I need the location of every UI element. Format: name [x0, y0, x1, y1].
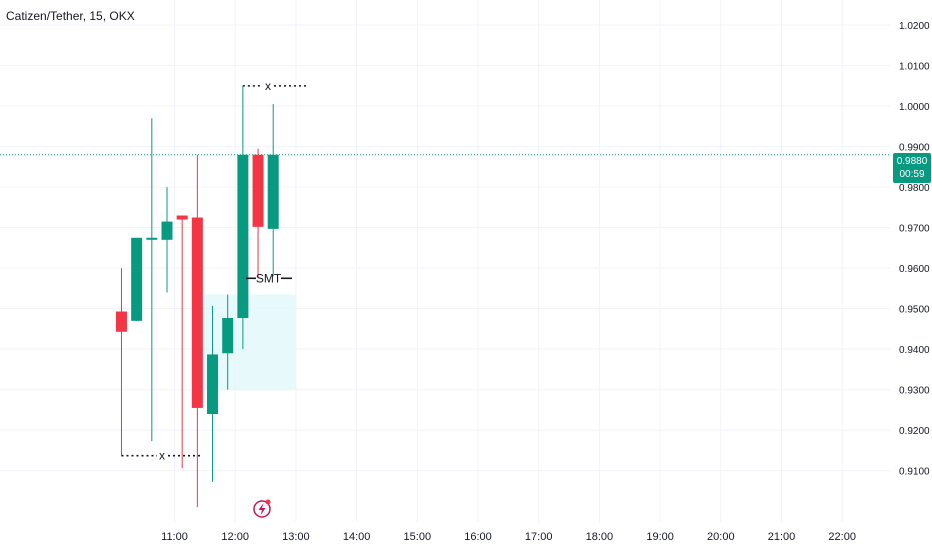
price-tick-label: 1.0000	[899, 102, 930, 113]
last-price-badge: 0.9880 00:59	[893, 153, 931, 183]
last-price-value: 0.9880	[896, 156, 928, 167]
price-tick-label: 0.9200	[899, 426, 930, 437]
candle-body	[207, 354, 219, 414]
fvg-zone-rect	[204, 294, 296, 390]
candle-body	[131, 237, 143, 321]
time-tick-label: 22:00	[828, 531, 856, 543]
level-label-x-top: x	[265, 79, 271, 93]
candle-body	[161, 221, 173, 240]
price-tick-label: 0.9500	[899, 305, 930, 316]
time-axis[interactable]: 11:00 12:00 13:00 14:00 15:00 16:00 17:00 18:00…	[161, 531, 856, 543]
time-tick-label: 21:00	[768, 531, 796, 543]
candle-body	[252, 154, 264, 227]
time-tick-label: 14:00	[343, 531, 371, 543]
candle-body	[237, 154, 249, 318]
price-tick-label: 0.9400	[899, 345, 930, 356]
price-axis[interactable]: 0.9100 0.9200 0.9300 0.9400 0.9500 0.9600 0.97…	[899, 21, 930, 478]
price-tick-label: 0.9700	[899, 224, 930, 235]
time-tick-label: 12:00	[221, 531, 249, 543]
time-tick-label: 20:00	[707, 531, 735, 543]
time-tick-label: 11:00	[161, 531, 188, 543]
level-label-x-bottom: x	[159, 449, 165, 463]
smt-label: SMT	[256, 271, 282, 285]
candle-body	[176, 215, 188, 220]
price-tick-label: 0.9600	[899, 264, 930, 275]
price-tick-label: 0.9100	[899, 467, 930, 478]
time-tick-label: 18:00	[586, 531, 614, 543]
candle-body	[222, 317, 234, 354]
grid	[0, 0, 890, 522]
price-tick-label: 0.9900	[899, 143, 930, 154]
time-tick-label: 19:00	[646, 531, 674, 543]
levels: x x SMT	[121, 79, 307, 463]
time-tick-label: 15:00	[404, 531, 432, 543]
time-tick-label: 16:00	[464, 531, 492, 543]
chart-title: Catizen/Tether, 15, OKX	[6, 9, 135, 23]
candle-body	[115, 311, 127, 332]
lightning-icon	[258, 503, 266, 516]
bar-countdown: 00:59	[899, 169, 925, 180]
price-tick-label: 0.9300	[899, 386, 930, 397]
time-tick-label: 17:00	[525, 531, 553, 543]
event-marker-icon[interactable]	[253, 499, 271, 518]
price-tick-label: 1.0100	[899, 62, 930, 73]
candle-body	[267, 154, 279, 229]
price-tick-label: 1.0200	[899, 21, 930, 32]
candle-body	[191, 217, 203, 408]
price-tick-label: 0.9800	[899, 183, 930, 194]
candles	[115, 85, 279, 508]
marker-dot	[265, 499, 271, 505]
candle-body	[146, 237, 158, 240]
fvg-zone	[204, 294, 296, 390]
time-tick-label: 13:00	[282, 531, 310, 543]
